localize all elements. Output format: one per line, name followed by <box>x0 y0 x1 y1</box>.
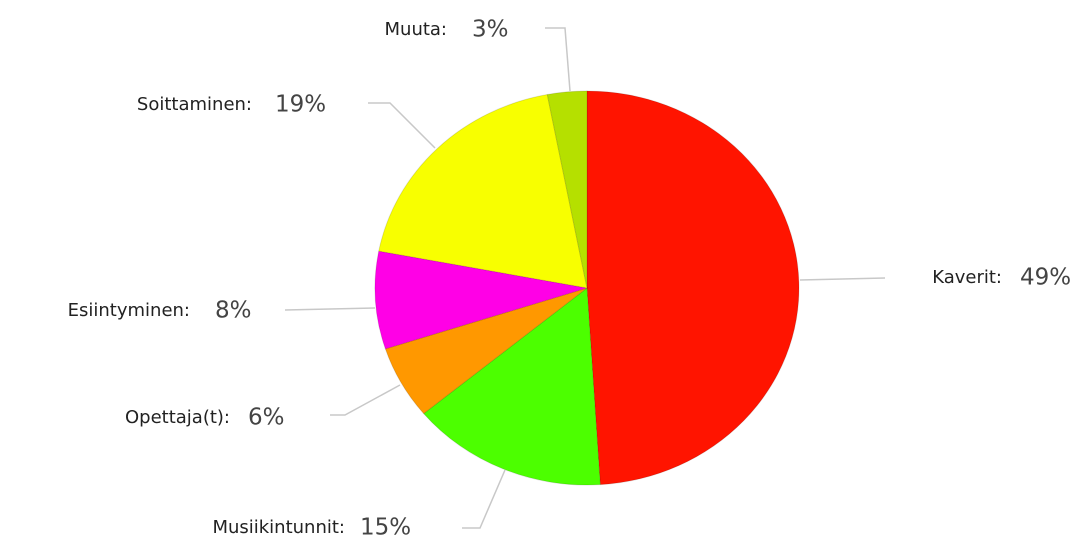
leader-line <box>462 469 506 529</box>
slice-label: Muuta: <box>385 19 448 40</box>
leader-line <box>368 102 436 149</box>
pie-slice <box>384 287 588 415</box>
value-label: 6% <box>248 405 285 431</box>
pie-slice <box>586 90 800 486</box>
slice-label: Musiikintunnit: <box>212 517 345 538</box>
pie-slice <box>546 90 588 289</box>
pie-slice <box>422 287 601 486</box>
slice-label: Kaverit: <box>932 267 1002 288</box>
value-label: 15% <box>360 515 411 540</box>
slice-label: Soittaminen: <box>137 94 252 115</box>
value-label: 8% <box>215 298 252 324</box>
pie-slice <box>378 93 588 289</box>
slice-label: Esiintyminen: <box>68 300 190 321</box>
value-label: 19% <box>275 92 326 118</box>
leader-line <box>545 27 571 92</box>
value-label: 49% <box>1020 265 1071 291</box>
leader-line <box>330 384 401 416</box>
slice-label: Opettaja(t): <box>125 407 230 428</box>
leader-line <box>284 307 376 311</box>
pie-slice <box>374 250 588 350</box>
leader-line <box>799 277 886 281</box>
value-label: 3% <box>472 17 509 43</box>
